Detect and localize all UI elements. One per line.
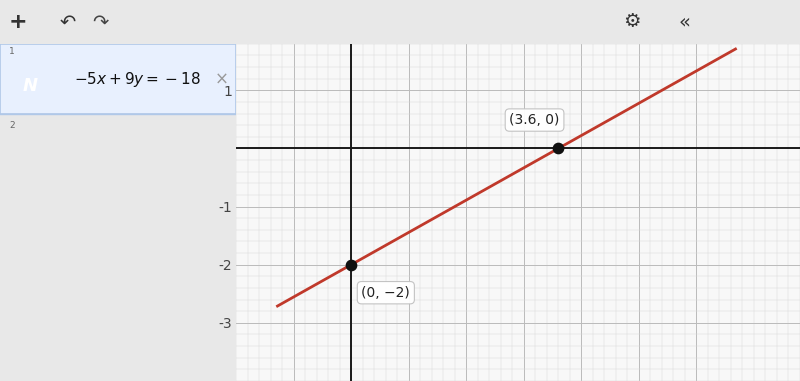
Text: $-5x + 9y = -18$: $-5x + 9y = -18$ <box>74 70 200 88</box>
Text: «: « <box>678 13 690 31</box>
Point <box>552 146 565 152</box>
Text: ⚙: ⚙ <box>623 13 641 31</box>
FancyBboxPatch shape <box>0 44 236 114</box>
Text: (3.6, 0): (3.6, 0) <box>510 113 560 127</box>
Text: ↷: ↷ <box>92 13 108 31</box>
Text: N: N <box>22 77 38 95</box>
Text: ×: × <box>215 70 229 88</box>
Text: (0, −2): (0, −2) <box>362 286 410 300</box>
Point <box>345 262 358 268</box>
Text: +: + <box>8 12 27 32</box>
Text: 2: 2 <box>10 121 15 130</box>
Text: 1: 1 <box>10 47 15 56</box>
Text: ↶: ↶ <box>60 13 76 31</box>
